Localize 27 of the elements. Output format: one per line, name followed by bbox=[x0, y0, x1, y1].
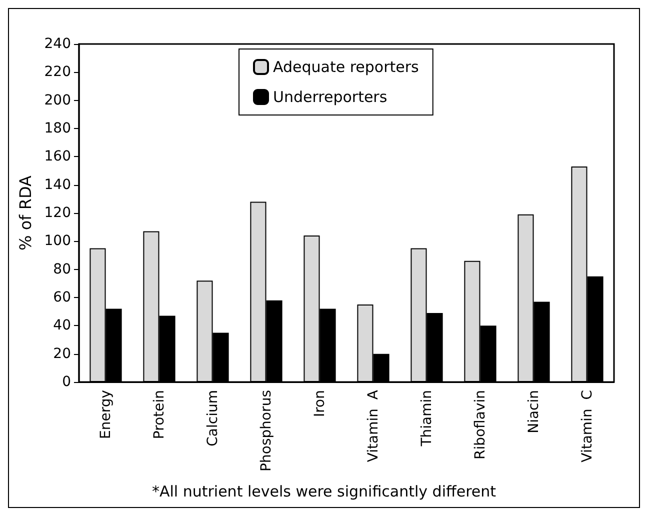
y-tick-label: 20 bbox=[53, 346, 71, 362]
x-tick-label: Energy bbox=[98, 390, 114, 440]
x-tick-label: Protein bbox=[151, 390, 168, 440]
y-tick-label: 140 bbox=[44, 176, 71, 193]
legend-label: Underreporters bbox=[273, 88, 388, 106]
y-tick-label: 180 bbox=[44, 120, 71, 136]
y-tick-label: 160 bbox=[44, 148, 71, 165]
y-tick-label: 220 bbox=[44, 64, 71, 80]
y-tick-label: 80 bbox=[53, 261, 71, 278]
x-tick-label: Iron bbox=[312, 390, 328, 418]
x-tick-label: Riboflavin bbox=[472, 390, 488, 460]
y-tick-label: 120 bbox=[44, 205, 71, 221]
x-tick-label: Vitamin A bbox=[365, 390, 382, 462]
y-tick-label: 240 bbox=[44, 36, 71, 52]
x-tick-label: Calcium bbox=[204, 390, 221, 446]
x-tick-label: Niacin bbox=[526, 390, 542, 434]
x-tick-label: Phosphorus bbox=[258, 390, 274, 472]
y-axis-title: % of RDA bbox=[16, 176, 35, 250]
x-tick-label: Thiamin bbox=[418, 390, 435, 448]
y-tick-label: 0 bbox=[62, 374, 71, 390]
y-tick-label: 40 bbox=[53, 318, 71, 334]
y-tick-label: 60 bbox=[53, 290, 71, 306]
y-tick-label: 200 bbox=[44, 92, 71, 108]
x-tick-label: Vitamin C bbox=[579, 390, 596, 462]
y-tick-label: 100 bbox=[44, 233, 71, 250]
legend-label: Adequate reporters bbox=[273, 58, 420, 76]
text: *All nutrient levels were significantly different bbox=[152, 482, 496, 500]
